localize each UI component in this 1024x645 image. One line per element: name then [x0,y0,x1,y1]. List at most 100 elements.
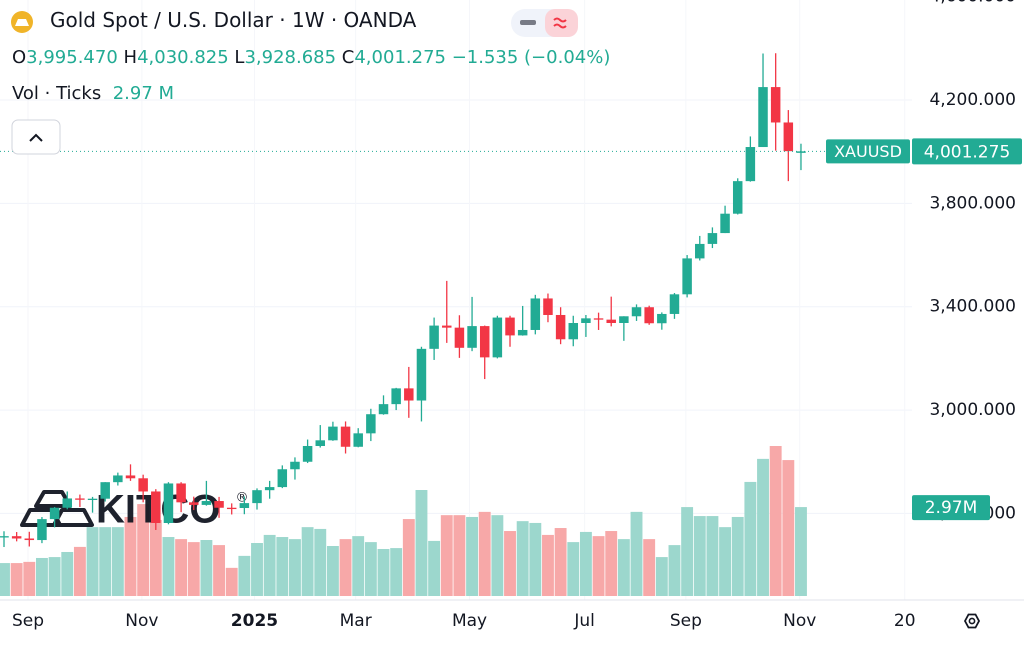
candle-body [530,298,541,330]
candle-body [644,307,654,324]
candle-body [75,498,85,500]
pill-wave[interactable] [553,17,567,29]
candle-body [707,233,718,244]
volume-bar [0,563,10,596]
volume-bar [175,539,188,596]
candle-body [555,314,566,340]
candle-body [176,483,186,503]
volume-bar [314,528,327,596]
candle-body [479,326,490,358]
ohlc-value: 4,001.275 [354,47,446,68]
candle-body [189,502,199,505]
candle-body [631,307,642,317]
volume-bar [440,515,453,596]
volume-bar [668,545,681,596]
volume-bar [213,545,226,596]
volume-bar [10,563,23,596]
candle-body [581,318,591,323]
candle-body [62,498,72,508]
volume-bar [415,490,428,596]
pill-right[interactable] [545,9,578,37]
candle-body [353,433,363,447]
x-tick-label: Nov [783,611,816,631]
volume-bar [782,460,795,596]
candle-body [138,478,148,492]
collapse-box[interactable] [11,119,61,155]
volume-value: 2.97 M [112,83,175,104]
pill-minus[interactable] [520,20,536,25]
ohlc-value: 4,030.825 [137,47,229,68]
volume-bar [111,527,124,596]
candle-body [517,329,528,336]
toolbar-pill[interactable] [511,9,578,37]
candle-body [277,469,288,488]
candle-body [315,440,326,446]
settings-hex[interactable] [963,613,981,629]
volume-bar [731,516,744,596]
x-tick-label: 2025 [231,611,278,631]
ohlc-value: 3,928.685 [244,47,337,68]
y-tick-label: 3,400.000 [929,297,1016,317]
candles [0,53,806,548]
ohlc-key: H [123,47,138,68]
x-tick-label: Mar [340,611,372,631]
volume-bar [466,516,479,596]
candle-body [619,316,629,323]
volume-bar [339,539,352,596]
candle-body [783,122,794,152]
volume-bar [23,561,36,596]
volume-bar [289,539,301,596]
volume-bar [48,557,61,596]
y-tick-label: 3,800.000 [929,193,1016,213]
candle-body [720,213,730,234]
x-tick-label: Sep [670,611,702,631]
settings-button[interactable] [963,613,981,629]
volume-bar [124,516,137,596]
volume-bar [744,481,757,596]
volume-bar [99,527,112,596]
candle-body [796,151,806,153]
volume-bar [643,539,656,596]
logo-mark: ® [236,491,249,506]
volume-bar [719,527,732,596]
volume-name: Vol · Ticks [12,83,102,104]
candle-body [429,325,439,349]
volume-bar [162,537,175,596]
volume-bar [225,567,238,596]
candle-body [37,519,47,541]
volume-bar [693,516,706,596]
volume-bar [478,511,491,596]
candle-body [113,475,123,483]
volume-bar [617,539,630,596]
candle-body [0,536,9,538]
candle-body [201,501,212,505]
volume-bar [263,534,276,596]
volume-bar [137,504,150,596]
volume-bar [326,546,339,596]
volume-bar [61,551,74,596]
candle-body [328,426,338,441]
settings-dot[interactable] [968,617,976,625]
ohlc-value: 3,995.470 [26,47,118,68]
candle-body [163,483,174,523]
volume-bar [579,531,592,596]
volume-bar [36,557,48,596]
volume-tag: 2.97M [925,498,978,518]
collapse-chevron[interactable] [29,133,43,142]
collapse-button[interactable] [11,119,61,155]
candle-body [695,243,705,259]
candle-body [125,475,136,479]
y-tick-label: 3,000.000 [929,400,1016,420]
volume-bar [364,542,377,596]
candle-body [492,317,503,358]
ohlc-row: O3,995.470 H4,030.825 L3,928.685 C4,001.… [12,47,610,68]
candle-body [732,181,743,214]
candle-body [467,326,477,348]
volume-bar [428,540,441,596]
candle-body [302,445,313,462]
candle-body [11,536,22,539]
volume-bar [301,527,314,596]
candle-body [657,313,667,324]
volume-bar [655,557,668,596]
